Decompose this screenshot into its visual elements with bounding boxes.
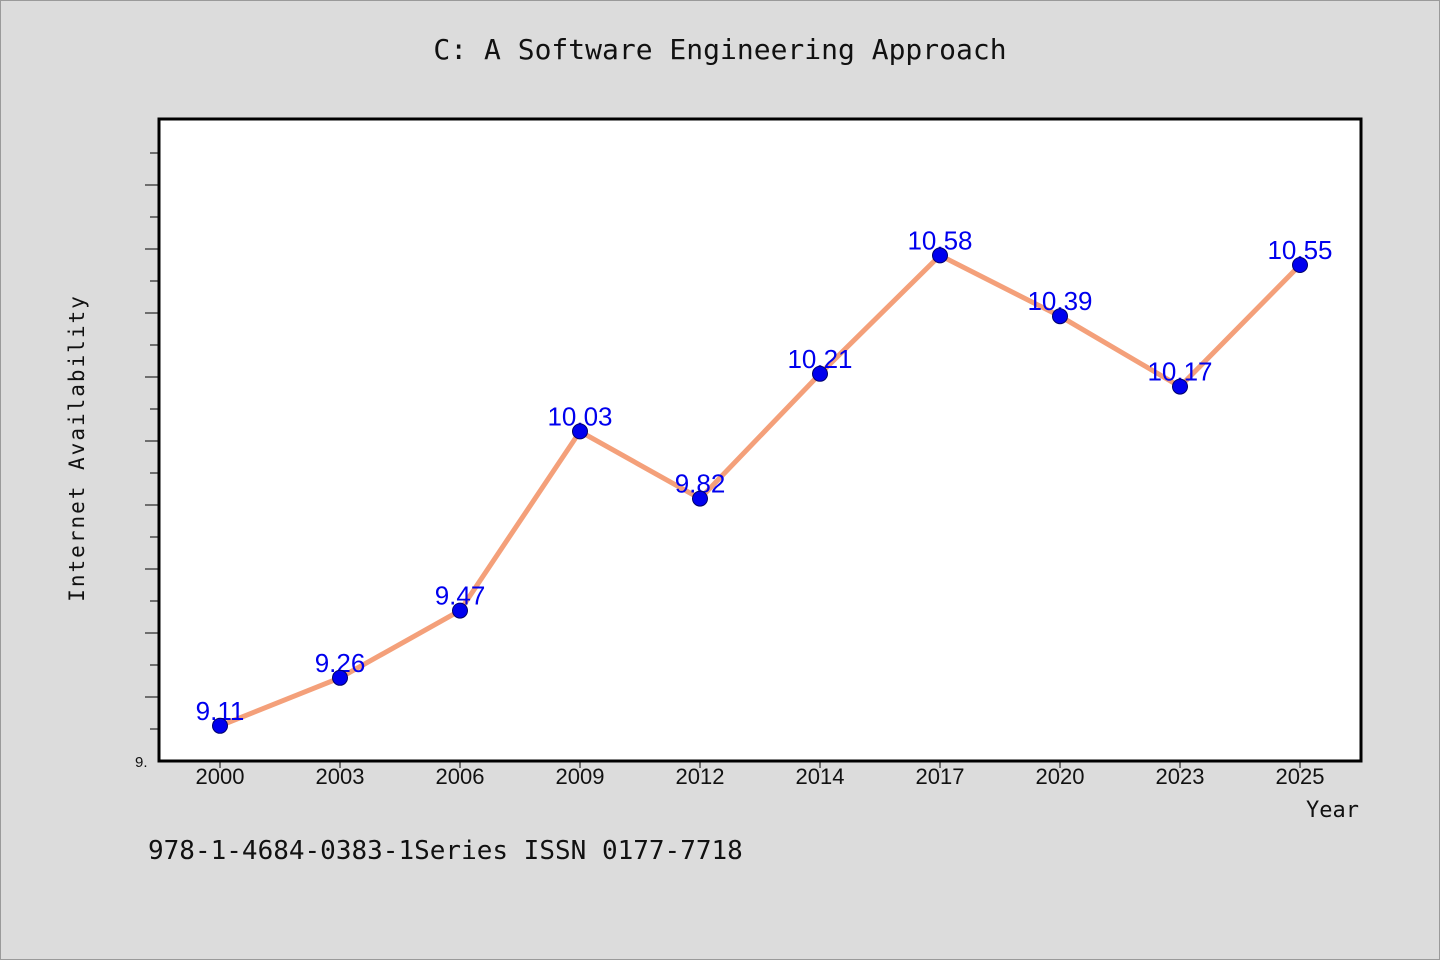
data-point xyxy=(692,490,708,507)
footer-note: 978-1-4684-0383-1Series ISSN 0177-7718 xyxy=(148,836,743,866)
data-point xyxy=(932,247,948,264)
x-tick-label: 2006 xyxy=(436,764,485,789)
x-tick-label: 2017 xyxy=(916,764,965,789)
plot-area xyxy=(157,117,1363,763)
x-tick-label: 2023 xyxy=(1156,764,1205,789)
data-point xyxy=(452,602,468,619)
chart-title: C: A Software Engineering Approach xyxy=(433,33,1007,66)
x-axis-label: Year xyxy=(1306,798,1359,823)
x-tick-label: 2012 xyxy=(676,764,725,789)
data-point xyxy=(572,423,588,440)
x-tick-label: 2000 xyxy=(196,764,245,789)
series-line xyxy=(217,252,1303,729)
series-group: 9.119.269.4710.039.8210.2110.5810.3910.1… xyxy=(196,225,1333,734)
data-point xyxy=(1052,308,1068,325)
data-point xyxy=(332,669,348,686)
y-axis-ticks xyxy=(145,152,159,730)
y-tick-label: 9. xyxy=(135,754,148,771)
data-point xyxy=(212,717,228,734)
data-point xyxy=(1172,378,1188,395)
x-tick-label: 2014 xyxy=(796,764,845,789)
x-tick-label: 2003 xyxy=(316,764,365,789)
x-tick-label: 2025 xyxy=(1276,764,1325,789)
data-point xyxy=(1292,257,1308,273)
x-axis-ticks: 2000 2003 2006 2009 2012 2014 2017 2020 2023 2025 xyxy=(196,761,1325,789)
x-tick-label: 2020 xyxy=(1036,764,1085,789)
data-point xyxy=(812,365,828,382)
x-tick-label: 2009 xyxy=(556,764,605,789)
